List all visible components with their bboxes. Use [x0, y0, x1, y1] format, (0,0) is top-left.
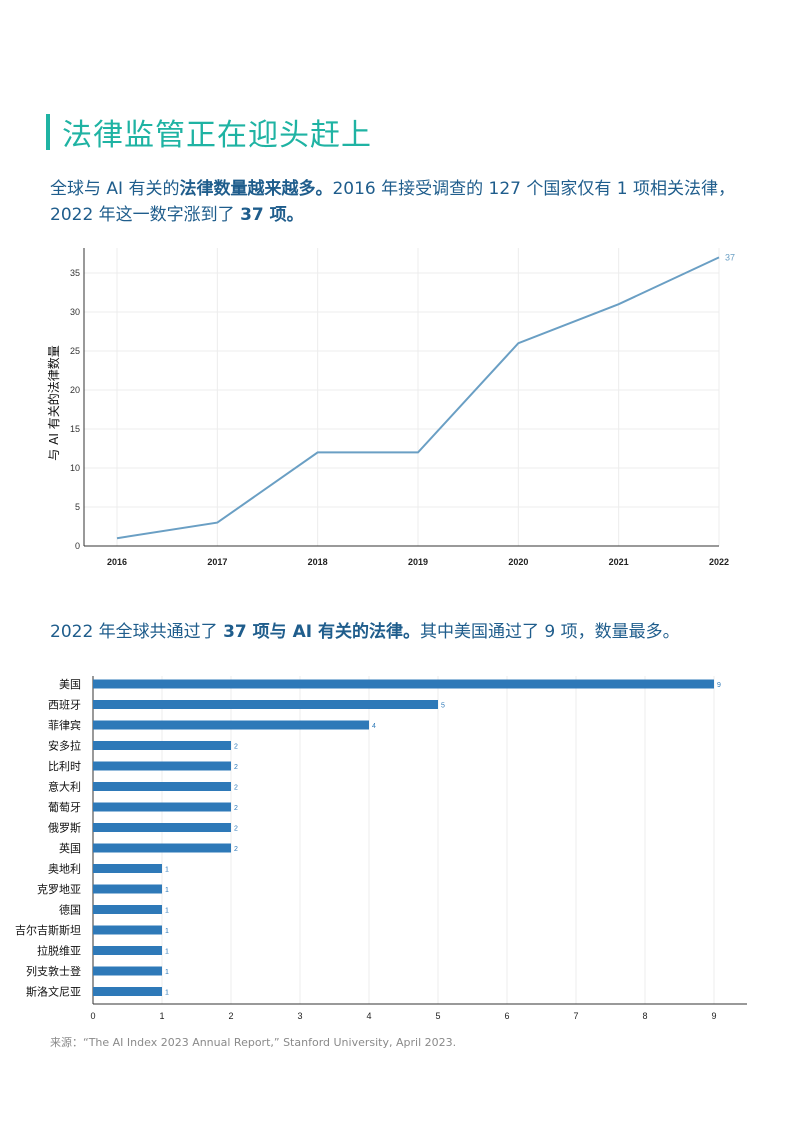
bar — [93, 905, 162, 914]
bar-value-label: 2 — [234, 826, 238, 833]
category-label: 德国 — [59, 903, 81, 917]
category-label: 英国 — [59, 841, 81, 855]
bar-chart-description: 2022 年全球共通过了 37 项与 AI 有关的法律。其中美国通过了 9 项，… — [50, 619, 740, 645]
y-tick-label: 15 — [70, 424, 80, 434]
line-chart-description: 全球与 AI 有关的法律数量越来越多。2016 年接受调查的 127 个国家仅有… — [50, 176, 740, 228]
x-tick-label: 3 — [297, 1011, 302, 1021]
category-label: 菲律宾 — [48, 718, 81, 732]
x-tick-label: 9 — [711, 1011, 716, 1021]
category-label: 安多拉 — [48, 739, 81, 753]
bar-value-label: 1 — [165, 928, 169, 935]
bar-value-label: 1 — [165, 990, 169, 997]
category-label: 美国 — [59, 678, 81, 691]
x-tick-label: 6 — [504, 1011, 509, 1021]
bar-value-label: 1 — [165, 969, 169, 976]
x-tick-label: 2020 — [508, 557, 528, 567]
x-tick-label: 2016 — [107, 557, 127, 567]
bar — [93, 884, 162, 894]
bar-value-label: 2 — [234, 764, 238, 771]
desc2-bold: 37 项与 AI 有关的法律。 — [223, 622, 420, 642]
x-tick-label: 2019 — [408, 557, 428, 567]
page-title-block: 法律监管正在迎头赶上 — [46, 112, 372, 153]
page-title: 法律监管正在迎头赶上 — [62, 118, 372, 153]
bar-value-label: 2 — [234, 846, 238, 853]
category-label: 俄罗斯 — [48, 822, 81, 835]
bar — [93, 782, 231, 791]
y-axis-label: 与 AI 有关的法律数量 — [46, 345, 61, 460]
bar — [93, 843, 231, 853]
x-tick-label: 2018 — [308, 557, 328, 567]
bar — [93, 679, 714, 689]
y-tick-label: 30 — [70, 307, 80, 317]
bar — [93, 700, 438, 709]
category-label: 斯洛文尼亚 — [26, 985, 81, 999]
bar-value-label: 2 — [234, 785, 238, 792]
bar — [93, 946, 162, 955]
bar-value-label: 1 — [165, 949, 169, 956]
end-value-label: 37 — [725, 252, 735, 262]
bar-value-label: 5 — [441, 703, 445, 710]
source-note: 来源：“The AI Index 2023 Annual Report,” St… — [50, 1036, 457, 1049]
bar — [93, 741, 231, 750]
category-label: 比利时 — [48, 760, 81, 773]
y-tick-label: 5 — [75, 502, 80, 512]
desc1-bold-1: 法律数量越来越多。 — [179, 179, 333, 199]
category-label: 吉尔吉斯斯坦 — [15, 923, 81, 937]
category-label: 葡萄牙 — [48, 801, 81, 814]
y-tick-label: 0 — [75, 541, 80, 551]
bar-value-label: 2 — [234, 744, 238, 751]
x-tick-label: 4 — [366, 1011, 371, 1021]
bar — [93, 802, 231, 812]
y-tick-label: 20 — [70, 385, 80, 395]
x-tick-label: 2017 — [207, 557, 227, 567]
desc1-text-1: 全球与 AI 有关的 — [50, 179, 180, 199]
bar-value-label: 9 — [717, 682, 721, 689]
x-tick-label: 2 — [228, 1011, 233, 1021]
x-tick-label: 2022 — [709, 557, 729, 567]
laws-per-year-line-chart: 0 5 10 15 20 25 30 35 2016 2017 2018 2019 2020 2021 20… — [46, 248, 735, 567]
category-label: 克罗地亚 — [37, 883, 81, 896]
desc2-text-1: 2022 年全球共通过了 — [50, 622, 224, 642]
y-tick-label: 10 — [70, 463, 80, 473]
desc1-text-2: 2016 年接受调查的 127 个国家仅有 1 项相关法律，2022 年这一数字… — [50, 179, 735, 225]
x-tick-label: 1 — [159, 1011, 164, 1021]
category-label: 拉脱维亚 — [37, 944, 81, 958]
x-tick-label: 8 — [642, 1011, 647, 1021]
bar-value-label: 4 — [372, 723, 376, 730]
bar — [93, 864, 162, 873]
bar-value-label: 1 — [165, 887, 169, 894]
x-tick-label: 7 — [573, 1011, 578, 1021]
bar — [93, 987, 162, 996]
laws-by-country-bar-chart: 0 1 2 3 4 5 6 7 8 9 美国 9 西班牙 5 菲律宾 4 安多拉 2 比利时 2 意大利 2 葡萄牙 2 俄罗斯… — [15, 676, 747, 1021]
bar — [93, 966, 162, 976]
bar — [93, 761, 231, 771]
bar-value-label: 1 — [165, 908, 169, 915]
bar — [93, 720, 369, 730]
title-accent-bar — [46, 114, 50, 150]
x-tick-label: 5 — [435, 1011, 440, 1021]
category-label: 意大利 — [48, 780, 81, 794]
bar — [93, 925, 162, 935]
y-tick-label: 35 — [70, 268, 80, 278]
category-label: 西班牙 — [48, 699, 81, 712]
x-tick-label: 2021 — [609, 557, 629, 567]
desc2-text-2: 其中美国通过了 9 项，数量最多。 — [419, 622, 680, 642]
bar-value-label: 2 — [234, 805, 238, 812]
desc1-bold-2: 37 项。 — [240, 205, 304, 225]
bar — [93, 823, 231, 832]
category-label: 列支敦士登 — [26, 964, 81, 978]
y-tick-label: 25 — [70, 346, 80, 356]
category-label: 奥地利 — [48, 862, 81, 876]
bar-value-label: 1 — [165, 867, 169, 874]
x-tick-label: 0 — [90, 1011, 95, 1021]
